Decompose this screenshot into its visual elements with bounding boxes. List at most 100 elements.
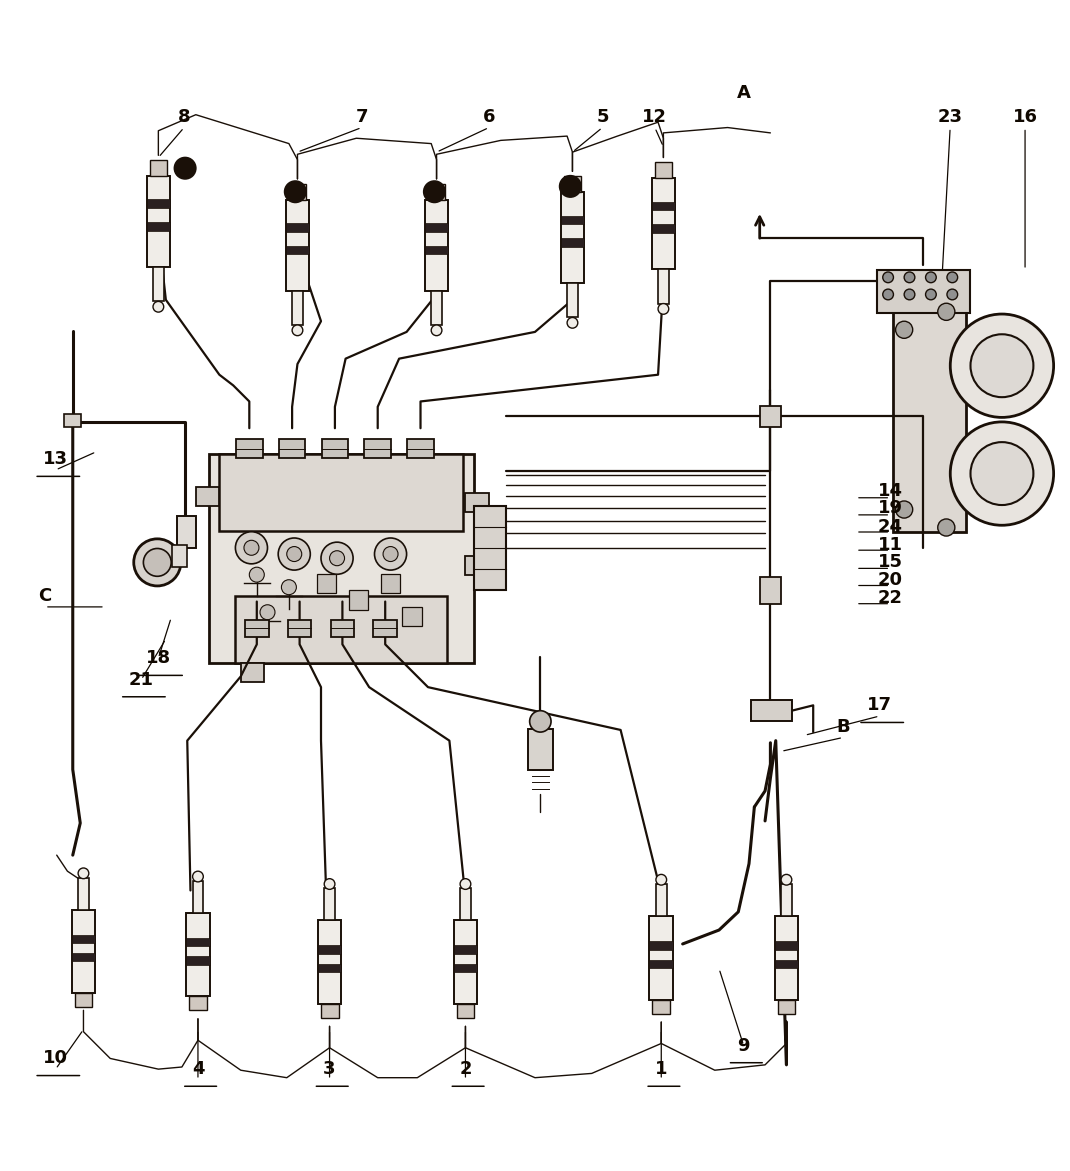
Circle shape [281, 580, 296, 595]
Text: 5: 5 [596, 108, 609, 125]
Bar [649, 941, 673, 950]
Bar [72, 910, 95, 993]
Circle shape [278, 537, 310, 570]
Bar [454, 945, 477, 954]
Polygon shape [425, 246, 448, 254]
Text: 2: 2 [459, 1060, 472, 1078]
Polygon shape [428, 184, 445, 200]
Circle shape [383, 547, 398, 562]
Bar [454, 920, 477, 1004]
Text: 6: 6 [483, 108, 495, 125]
Polygon shape [286, 200, 309, 290]
Circle shape [567, 317, 578, 328]
Text: 12: 12 [642, 108, 668, 125]
Circle shape [424, 182, 445, 203]
Bar [241, 663, 264, 682]
Bar [465, 493, 489, 512]
Bar [402, 607, 422, 626]
Bar [649, 916, 673, 1000]
Circle shape [937, 303, 954, 321]
Bar [245, 619, 269, 637]
Circle shape [970, 334, 1034, 397]
Bar [186, 938, 210, 946]
Polygon shape [564, 176, 581, 192]
Text: 11: 11 [877, 536, 903, 554]
Bar [318, 945, 341, 954]
Text: 16: 16 [1012, 108, 1038, 125]
Text: 8: 8 [178, 108, 190, 125]
Bar [331, 619, 354, 637]
Polygon shape [425, 222, 448, 232]
Bar [454, 964, 477, 972]
Circle shape [292, 326, 303, 336]
Circle shape [904, 272, 915, 282]
Bar [778, 1000, 795, 1013]
Polygon shape [153, 267, 164, 301]
Circle shape [926, 272, 936, 282]
Circle shape [947, 289, 958, 300]
Circle shape [950, 314, 1054, 417]
Bar [318, 920, 341, 1004]
Bar [751, 700, 792, 721]
Polygon shape [561, 238, 584, 247]
Text: 18: 18 [146, 649, 171, 667]
Bar [653, 1000, 670, 1013]
Text: 19: 19 [877, 500, 903, 518]
Text: 21: 21 [128, 671, 154, 689]
Bar [235, 439, 263, 458]
Circle shape [947, 272, 958, 282]
Circle shape [260, 604, 275, 619]
Bar [474, 506, 506, 589]
Text: 17: 17 [867, 697, 892, 714]
Bar [75, 993, 92, 1007]
Polygon shape [652, 178, 675, 269]
Bar [186, 957, 210, 965]
Circle shape [153, 301, 164, 313]
Bar [186, 913, 210, 997]
Circle shape [781, 875, 792, 885]
Bar [317, 574, 336, 593]
Text: 3: 3 [323, 1060, 336, 1078]
Bar [649, 959, 673, 968]
Bar [193, 881, 203, 913]
Text: 4: 4 [192, 1060, 204, 1078]
Bar [381, 574, 400, 593]
Circle shape [174, 158, 196, 179]
Polygon shape [147, 222, 170, 231]
Bar [72, 953, 95, 961]
Circle shape [904, 289, 915, 300]
Polygon shape [655, 163, 672, 178]
Polygon shape [292, 290, 303, 326]
Bar [324, 889, 335, 920]
Bar [278, 439, 306, 458]
Bar [528, 728, 553, 769]
Polygon shape [561, 192, 584, 283]
Circle shape [460, 878, 471, 890]
Circle shape [883, 289, 893, 300]
Polygon shape [289, 184, 306, 200]
Polygon shape [561, 215, 584, 224]
Circle shape [431, 326, 442, 336]
Bar [219, 454, 463, 530]
Bar [781, 884, 792, 916]
Polygon shape [425, 200, 448, 290]
Polygon shape [567, 283, 578, 317]
Bar [656, 884, 667, 916]
Circle shape [560, 176, 581, 197]
Text: 20: 20 [877, 571, 903, 589]
Bar [321, 439, 348, 458]
Bar [72, 934, 95, 943]
Circle shape [249, 567, 264, 582]
Circle shape [926, 289, 936, 300]
Circle shape [244, 540, 259, 555]
Bar [893, 307, 966, 532]
Bar [172, 546, 187, 567]
Circle shape [330, 550, 345, 566]
Circle shape [896, 321, 913, 338]
Circle shape [235, 532, 268, 563]
Text: 1: 1 [655, 1060, 668, 1078]
Polygon shape [652, 225, 675, 233]
Polygon shape [150, 160, 167, 176]
Circle shape [193, 871, 203, 882]
Polygon shape [652, 201, 675, 211]
